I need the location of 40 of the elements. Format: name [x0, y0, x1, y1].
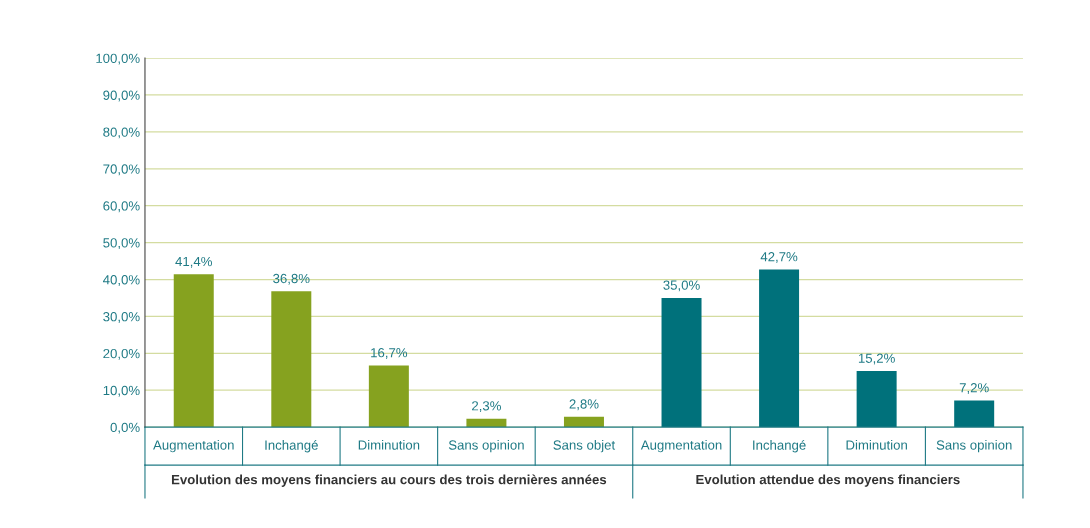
bar [466, 418, 507, 428]
y-tick-label: 10,0% [103, 385, 140, 397]
x-tick-label: Diminution [358, 440, 420, 450]
x-tick-label: Augmentation [153, 440, 234, 453]
bar [563, 416, 604, 428]
y-tick-label: 40,0% [103, 275, 140, 286]
x-tick-label: Inchangé [753, 439, 806, 453]
text: Evolution des moyens financiers au cours des trois dernières années [171, 474, 607, 487]
x-tick-label: Augmentation [640, 440, 722, 453]
y-tick-label: 100,0% [96, 53, 140, 65]
x-tick-label: Diminution [846, 440, 907, 450]
y-tick-label: 80,0% [103, 127, 140, 139]
x-tick-label: Sans objet [553, 440, 616, 453]
y-tick-label: 90,0% [103, 90, 140, 102]
data-label: 42,7% [760, 252, 798, 263]
text: Evolution attendue des moyens financiers [696, 474, 960, 487]
bar [368, 365, 409, 428]
bar [661, 297, 702, 428]
x-tick-label: Inchangé [265, 439, 318, 453]
bar [173, 274, 214, 428]
y-tick-label: 0,0% [110, 422, 140, 434]
bar [271, 291, 312, 428]
bar [954, 400, 995, 428]
data-label: 2,3% [472, 401, 501, 413]
bar [856, 371, 897, 428]
y-tick-label: 20,0% [103, 348, 140, 360]
x-tick-label: Sans opinion [936, 440, 1012, 453]
bar [759, 269, 800, 428]
data-label: 16,7% [371, 348, 408, 359]
data-label: 7,2% [959, 383, 989, 394]
y-tick-label: 50,0% [103, 238, 140, 250]
data-label: 36,8% [273, 273, 310, 285]
data-label: 35,0% [663, 280, 700, 292]
y-tick-label: 60,0% [103, 201, 140, 213]
data-label: 15,2% [858, 353, 895, 365]
y-tick-label: 70,0% [103, 164, 140, 176]
x-tick-label: Sans opinion [448, 440, 524, 453]
data-label: 2,8% [569, 399, 599, 411]
data-label: 41,4% [175, 256, 212, 268]
y-tick-label: 30,0% [103, 312, 140, 323]
